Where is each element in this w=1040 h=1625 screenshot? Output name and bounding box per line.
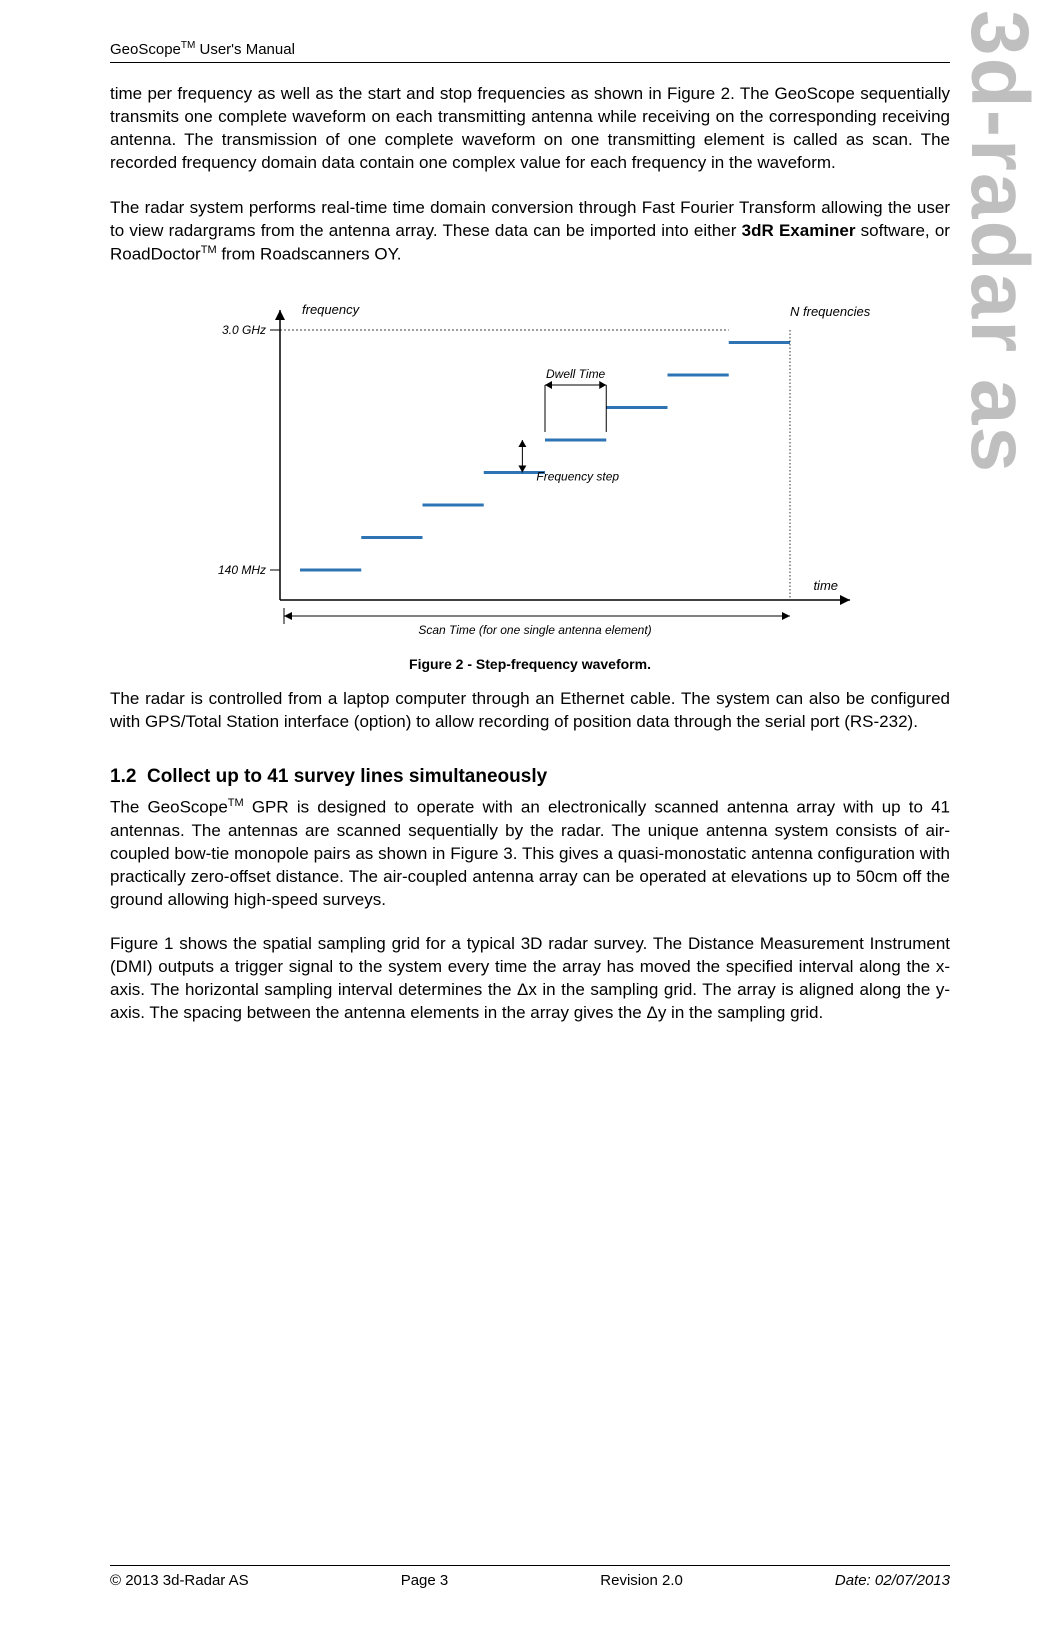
footer-page: Page 3 bbox=[401, 1572, 449, 1589]
figure-2-svg: frequency time 3.0 GHz 140 MHz N frequencies… bbox=[170, 288, 890, 648]
paragraph-2: The radar system performs real-time time… bbox=[110, 197, 950, 266]
sec-num: 1.2 bbox=[110, 766, 136, 787]
figure-2-caption: Figure 2 - Step-frequency waveform. bbox=[110, 656, 950, 672]
footer-rule bbox=[110, 1565, 950, 1566]
svg-text:140 MHz: 140 MHz bbox=[218, 563, 266, 577]
header-tm: TM bbox=[181, 40, 195, 51]
svg-text:Frequency step: Frequency step bbox=[536, 469, 619, 483]
svg-text:time: time bbox=[813, 578, 838, 593]
p4-a: The GeoScope bbox=[110, 798, 228, 817]
svg-text:Scan Time (for one single ante: Scan Time (for one single antenna elemen… bbox=[418, 623, 651, 637]
paragraph-1: time per frequency as well as the start … bbox=[110, 83, 950, 175]
svg-text:3.0 GHz: 3.0 GHz bbox=[222, 323, 266, 337]
footer-revision: Revision 2.0 bbox=[600, 1572, 683, 1589]
p4-b: GPR is designed to operate with an elect… bbox=[110, 798, 950, 909]
p2-c: from Roadscanners OY. bbox=[217, 244, 402, 263]
header-suffix: User's Manual bbox=[195, 41, 295, 58]
paragraph-3: The radar is controlled from a laptop co… bbox=[110, 688, 950, 734]
paragraph-4: The GeoScopeTM GPR is designed to operat… bbox=[110, 796, 950, 911]
header-rule bbox=[110, 62, 950, 63]
footer-copyright: © 2013 3d-Radar AS bbox=[110, 1572, 249, 1589]
footer-date: Date: 02/07/2013 bbox=[835, 1572, 950, 1589]
svg-text:frequency: frequency bbox=[302, 302, 361, 317]
page-header: GeoScopeTM User's Manual bbox=[110, 40, 950, 58]
section-1-2-heading: 1.2 Collect up to 41 survey lines simult… bbox=[110, 766, 950, 788]
header-prefix: GeoScope bbox=[110, 41, 181, 58]
svg-text:Dwell Time: Dwell Time bbox=[546, 367, 606, 381]
svg-text:N frequencies: N frequencies bbox=[790, 304, 871, 319]
page-footer: © 2013 3d-Radar AS Page 3 Revision 2.0 D… bbox=[110, 1565, 950, 1589]
sec-title: Collect up to 41 survey lines simultaneo… bbox=[147, 766, 547, 787]
paragraph-5: Figure 1 shows the spatial sampling grid… bbox=[110, 933, 950, 1025]
p4-tm: TM bbox=[228, 797, 244, 809]
p2-bold: 3dR Examiner bbox=[742, 221, 856, 240]
figure-2: frequency time 3.0 GHz 140 MHz N frequencies… bbox=[110, 288, 950, 648]
p2-tm: TM bbox=[201, 244, 217, 256]
